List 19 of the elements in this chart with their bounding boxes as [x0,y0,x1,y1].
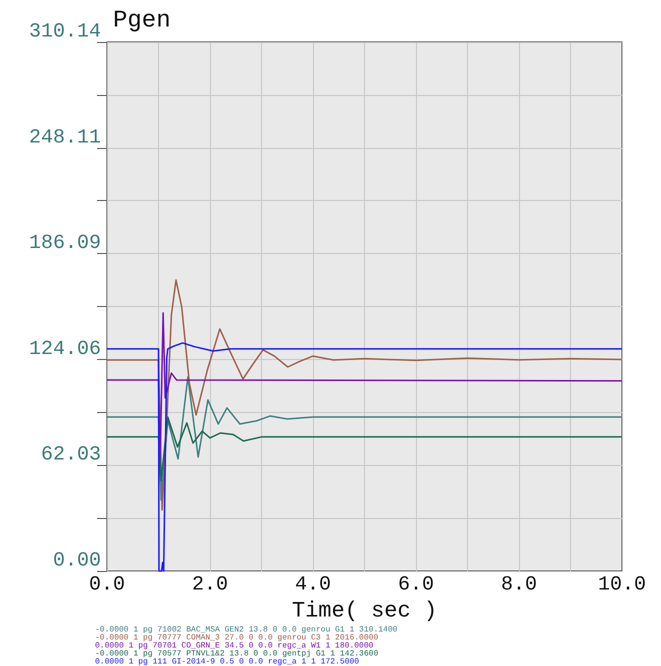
x-tick-label: 0.0 [88,574,126,596]
text: -0.0000 1 pg 70777 COMAN_3 27.0 0 0.0 genrou C3 1 2016.0000 [95,634,378,642]
y-tick-label: 186.09 [28,232,101,256]
x-tick-label: 10.0 [598,574,646,596]
y-tick-label: 248.11 [28,126,101,150]
text: 0.0000 1 pg 111 GI-2014-9 0.5 0 0.0 regc_a 1 1 172.5000 [95,658,360,666]
x-tick-label: 4.0 [294,574,332,596]
x-axis-title: Time( sec ) [292,598,438,624]
y-tick-label: 124.06 [28,338,101,361]
y-tick-label: 0.00 [52,550,101,572]
text: 0.0000 1 pg 70701 CO_GRN_E 34.5 0 0.0 regc_a W1 1 180.0000 [95,642,374,650]
x-tick-label: 6.0 [398,574,434,596]
text: -0.0000 1 pg 71002 BAC_MSA GEN2 13.8 0 0.0 genrou G1 1 310.1400 [95,626,398,634]
x-tick-label: 8.0 [500,574,538,596]
y-tick-label: 310.14 [28,20,101,44]
x-tick-label: 2.0 [192,574,228,596]
text: -0.0000 1 pg 70577 PTNVL1&2 13.8 0 0.0 gentpj G1 1 142.3600 [95,650,378,658]
chart-title: Pgen [113,8,171,34]
y-tick-label: 62.03 [40,444,101,467]
